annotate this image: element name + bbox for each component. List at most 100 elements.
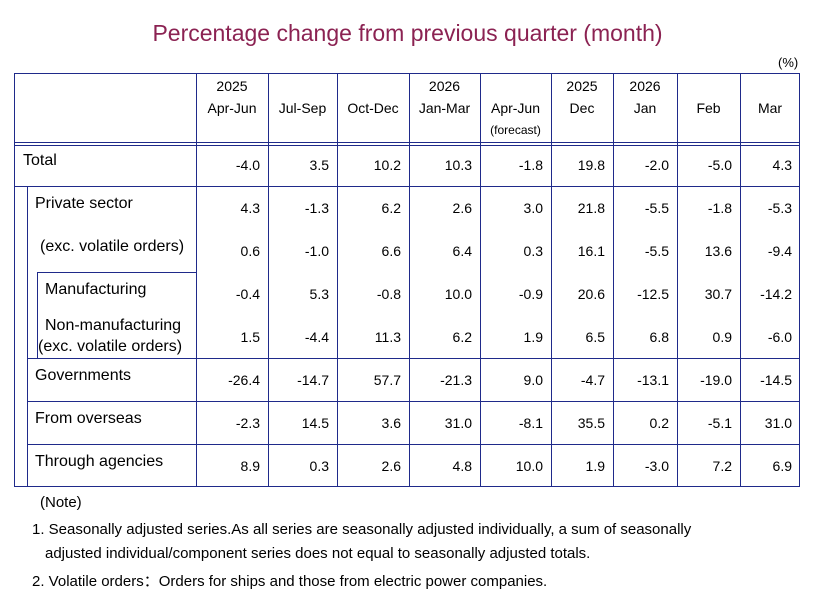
column-header-year bbox=[337, 75, 409, 97]
table-cell: 4.3 bbox=[772, 157, 792, 173]
table-cell: -1.3 bbox=[304, 199, 329, 216]
column-header-year: 2025 bbox=[566, 78, 598, 94]
column-header-period: Dec bbox=[569, 100, 595, 116]
column-header: 2025 Dec bbox=[551, 75, 613, 119]
table-cell: -0.8 bbox=[376, 285, 401, 302]
column-header-year bbox=[268, 75, 337, 97]
row-label: (exc. volatile orders) bbox=[40, 237, 185, 255]
table-cell: 8.9 bbox=[240, 457, 260, 474]
table-cell: -5.5 bbox=[644, 242, 669, 259]
table-cell: 21.8 bbox=[577, 199, 605, 216]
column-header-year: 2026 bbox=[629, 78, 661, 94]
divider-col bbox=[551, 144, 552, 487]
header-divider bbox=[14, 145, 800, 146]
column-header-period: Mar bbox=[757, 100, 783, 116]
table-cell: 6.4 bbox=[452, 242, 472, 259]
column-header-year: 2026 bbox=[428, 78, 461, 94]
divider-col bbox=[613, 73, 614, 144]
table-cell: -0.9 bbox=[518, 285, 543, 302]
row-label: Through agencies bbox=[35, 452, 164, 470]
table-cell: -4.7 bbox=[580, 371, 605, 388]
table-cell: 6.9 bbox=[772, 457, 792, 474]
column-header-year: 2025 bbox=[216, 78, 248, 94]
table-cell: -19.0 bbox=[700, 371, 732, 388]
divider-col bbox=[409, 73, 410, 144]
data-table bbox=[14, 73, 800, 487]
column-header-period: Oct-Dec bbox=[347, 100, 399, 116]
column-header: Mar bbox=[740, 75, 800, 119]
note-1-line-1: 1. Seasonally adjusted series.As all ser… bbox=[32, 521, 692, 538]
divider-col bbox=[268, 144, 269, 487]
table-cell: 0.6 bbox=[240, 242, 260, 259]
divider-col bbox=[740, 144, 741, 487]
table-cell: -5.1 bbox=[707, 414, 732, 431]
table-cell: -13.1 bbox=[637, 371, 669, 388]
column-header: Jul-Sep bbox=[268, 75, 337, 119]
column-header-period: Apr-Jun bbox=[207, 100, 257, 116]
table-cell: -9.4 bbox=[767, 242, 792, 259]
table-cell: -5.0 bbox=[707, 157, 732, 173]
table-cell: -14.2 bbox=[760, 285, 792, 302]
table-cell: 16.1 bbox=[577, 242, 605, 259]
divider-col bbox=[337, 73, 338, 144]
row-label: Governments bbox=[35, 366, 132, 384]
row-divider bbox=[27, 401, 800, 402]
row-divider bbox=[27, 444, 800, 445]
table-cell: -1.8 bbox=[707, 199, 732, 216]
table-cell: 11.3 bbox=[374, 328, 401, 345]
table-cell: 0.3 bbox=[523, 242, 543, 259]
column-header-year bbox=[480, 75, 551, 97]
column-header: Oct-Dec bbox=[337, 75, 409, 119]
table-cell: 7.2 bbox=[712, 457, 732, 474]
table-cell: 30.7 bbox=[704, 285, 732, 302]
table-cell: 14.5 bbox=[301, 414, 329, 431]
divider-col bbox=[613, 144, 614, 487]
table-cell: -1.8 bbox=[518, 157, 543, 173]
table-cell: 5.3 bbox=[309, 285, 329, 302]
table-cell: -14.7 bbox=[297, 371, 329, 388]
table-cell: -21.3 bbox=[440, 371, 472, 388]
table-cell: 3.6 bbox=[381, 414, 401, 431]
table-cell: -5.3 bbox=[767, 199, 792, 216]
row-label: Manufacturing bbox=[45, 280, 147, 298]
column-header: 2026 Jan-Mar bbox=[409, 75, 480, 119]
column-header-period: Jan-Mar bbox=[418, 100, 471, 116]
divider-col bbox=[740, 73, 741, 144]
column-header-year bbox=[740, 75, 800, 97]
row-divider bbox=[37, 272, 196, 273]
table-cell: 10.0 bbox=[444, 285, 472, 302]
table-cell: 35.5 bbox=[577, 414, 605, 431]
column-header-note: (forecast) bbox=[490, 123, 541, 137]
table-cell: -14.5 bbox=[760, 371, 792, 388]
row-label: Private sector bbox=[35, 194, 133, 212]
column-header-period: Jan bbox=[633, 100, 657, 116]
table-cell: 20.6 bbox=[577, 285, 605, 302]
divider-col bbox=[480, 73, 481, 144]
divider-col bbox=[337, 144, 338, 487]
row-label: Non-manufacturing bbox=[45, 316, 182, 334]
table-cell: 57.7 bbox=[373, 371, 401, 388]
table-cell: 4.8 bbox=[452, 457, 472, 474]
divider-col bbox=[677, 144, 678, 487]
table-cell: 4.3 bbox=[240, 199, 260, 216]
divider-label-column bbox=[196, 73, 197, 487]
table-cell: -3.0 bbox=[644, 457, 669, 474]
table-cell: 2.6 bbox=[452, 199, 472, 216]
table-cell: -1.0 bbox=[304, 242, 329, 259]
note-1-line-2: adjusted individual/component series doe… bbox=[45, 545, 591, 562]
row-divider bbox=[27, 358, 800, 359]
table-cell: 0.3 bbox=[309, 457, 329, 474]
table-cell: -5.5 bbox=[644, 199, 669, 216]
indent-line bbox=[37, 272, 38, 358]
table-cell: -2.0 bbox=[644, 157, 669, 173]
table-cell: 3.0 bbox=[523, 199, 543, 216]
row-label: From overseas bbox=[35, 409, 142, 427]
table-cell: 1.5 bbox=[240, 328, 260, 345]
table-cell: 13.6 bbox=[704, 242, 732, 259]
table-cell: 6.2 bbox=[381, 199, 401, 216]
indent-line bbox=[27, 186, 28, 487]
table-cell: -4.0 bbox=[235, 157, 260, 173]
column-header-year bbox=[677, 75, 740, 97]
row-divider bbox=[14, 186, 800, 187]
table-cell: -0.4 bbox=[235, 285, 260, 302]
